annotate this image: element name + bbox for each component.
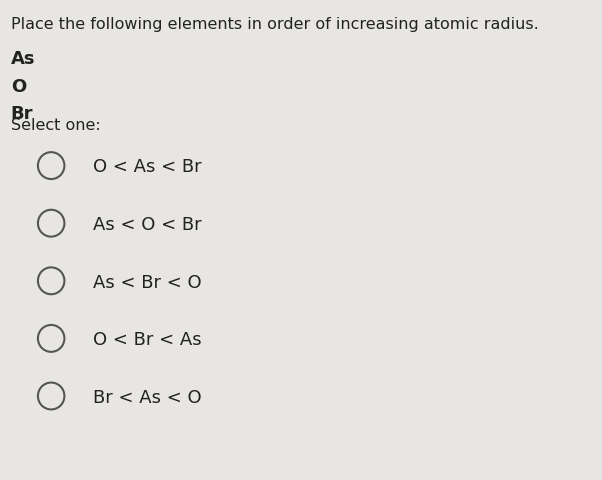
Text: O < Br < As: O < Br < As (93, 331, 202, 349)
Text: As < O < Br: As < O < Br (93, 216, 202, 234)
Text: As: As (11, 50, 36, 68)
Text: Br: Br (11, 105, 33, 123)
Text: Select one:: Select one: (11, 118, 101, 132)
Text: O < As < Br: O < As < Br (93, 158, 202, 176)
Text: O: O (11, 78, 26, 96)
Text: As < Br < O: As < Br < O (93, 274, 202, 291)
Text: Place the following elements in order of increasing atomic radius.: Place the following elements in order of… (11, 17, 539, 32)
Text: Br < As < O: Br < As < O (93, 389, 202, 407)
